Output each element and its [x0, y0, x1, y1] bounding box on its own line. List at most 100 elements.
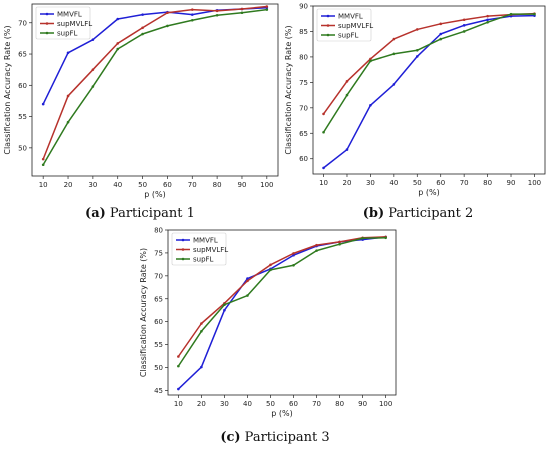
x-tick-label: 50	[413, 179, 422, 187]
data-point-supmvlfl	[486, 14, 489, 18]
legend-marker-supfl	[181, 257, 185, 261]
data-point-supmvlfl	[392, 37, 396, 41]
data-point-supfl	[345, 93, 349, 97]
legend-marker-supfl	[45, 31, 49, 35]
data-point-supfl	[116, 47, 120, 51]
x-tick-label: 80	[335, 400, 344, 408]
data-point-supfl	[533, 12, 536, 16]
data-point-supmvlfl	[200, 322, 203, 325]
legend-marker-supmvlfl	[181, 248, 185, 251]
y-axis-label: Classification Accuracy Rate (%)	[284, 25, 293, 154]
x-tick-label: 20	[343, 179, 352, 187]
data-point-mmvfl	[177, 387, 180, 391]
legend-marker-mmvfl	[326, 14, 330, 18]
data-point-supmvlfl	[369, 57, 372, 61]
y-tick-label: 55	[154, 341, 163, 349]
y-tick-label: 75	[299, 79, 308, 87]
x-tick-label: 70	[312, 400, 321, 408]
x-tick-label: 70	[188, 181, 197, 189]
data-point-supmvlfl	[345, 80, 349, 83]
legend-label-supfl: supFL	[193, 256, 214, 264]
data-point-supmvlfl	[246, 279, 249, 283]
data-point-supfl	[91, 85, 95, 88]
data-point-supmvlfl	[190, 8, 194, 11]
data-point-supmvlfl	[240, 7, 244, 11]
data-point-mmvfl	[116, 17, 120, 21]
data-point-supfl	[361, 236, 364, 240]
data-point-supfl	[41, 163, 45, 167]
caption-letter: (b)	[363, 206, 384, 221]
x-tick-label: 80	[213, 181, 222, 189]
series-line-supfl	[322, 13, 535, 133]
x-tick-label: 10	[319, 179, 328, 187]
x-tick-label: 30	[366, 179, 375, 187]
legend-marker-supmvlfl	[326, 24, 330, 27]
data-point-supmvlfl	[66, 94, 70, 98]
caption-text: Participant 1	[106, 206, 195, 221]
caption-text: Participant 3	[241, 430, 330, 445]
data-point-mmvfl	[190, 13, 194, 16]
data-point-supfl	[486, 20, 489, 24]
y-tick-label: 60	[154, 318, 163, 326]
data-point-supfl	[200, 329, 203, 333]
x-tick-label: 20	[197, 400, 206, 408]
data-point-supmvlfl	[292, 252, 295, 255]
data-point-supfl	[439, 37, 443, 41]
y-tick-label: 65	[299, 130, 308, 138]
data-point-supmvlfl	[462, 18, 466, 22]
legend-marker-mmvfl	[45, 12, 49, 16]
y-tick-label: 65	[18, 51, 27, 59]
data-point-mmvfl	[246, 277, 249, 280]
y-axis-label: Classification Accuracy Rate (%)	[3, 25, 12, 154]
legend-marker-supmvlfl	[45, 22, 49, 25]
y-tick-label: 55	[18, 113, 27, 121]
data-point-supmvlfl	[315, 243, 318, 247]
data-point-mmvfl	[223, 308, 226, 312]
x-tick-label: 50	[138, 181, 147, 189]
y-tick-label: 90	[299, 3, 308, 11]
legend-marker-supfl	[326, 33, 330, 37]
data-point-mmvfl	[41, 102, 45, 106]
chart-panel-participant-2: 10 20 30 40 50 60 70 80 90 100 60 65 70 75 80 85 90 p (%)…	[284, 3, 546, 221]
x-tick-label: 30	[220, 400, 229, 408]
y-tick-label: 60	[18, 82, 27, 90]
data-point-supfl	[223, 303, 226, 307]
data-point-supmvlfl	[215, 9, 219, 13]
x-tick-label: 40	[243, 400, 252, 408]
x-tick-label: 100	[260, 181, 273, 189]
legend-label-supfl: supFL	[338, 32, 359, 40]
legend-label-supmvlfl: supMVLFL	[338, 22, 373, 30]
x-tick-label: 70	[460, 179, 469, 187]
plot-area: 10 20 30 40 50 60 70 80 90 100 45 50 55 60 65 70 75 80 p (…	[139, 227, 397, 418]
y-tick-label: 70	[154, 272, 163, 280]
data-point-supfl	[269, 268, 272, 272]
data-point-mmvfl	[415, 55, 419, 58]
x-tick-label: 60	[163, 181, 172, 189]
series-line-supfl	[177, 237, 386, 367]
data-point-supfl	[265, 8, 269, 11]
chart-caption: (a) Participant 1	[85, 206, 195, 221]
series-line-supmvlfl	[177, 236, 386, 357]
series-line-supmvlfl	[42, 5, 267, 160]
data-point-mmvfl	[292, 253, 295, 257]
data-point-supfl	[392, 52, 396, 56]
data-point-mmvfl	[66, 51, 70, 55]
x-tick-label: 90	[507, 179, 516, 187]
data-point-mmvfl	[141, 13, 144, 16]
data-point-supfl	[246, 294, 249, 297]
data-point-mmvfl	[345, 148, 349, 151]
x-tick-label: 100	[528, 179, 541, 187]
y-tick-label: 50	[154, 364, 163, 372]
y-tick-label: 80	[154, 227, 163, 235]
data-point-supfl	[166, 24, 169, 28]
data-point-supmvlfl	[338, 240, 341, 244]
chart-caption: (b) Participant 2	[363, 206, 474, 221]
x-axis-label: p (%)	[144, 190, 165, 199]
legend-label-supmvlfl: supMVLFL	[57, 20, 92, 28]
caption-letter: (c)	[220, 430, 240, 445]
x-tick-label: 60	[289, 400, 298, 408]
data-point-supfl	[322, 130, 325, 134]
series-line-supfl	[42, 8, 267, 166]
